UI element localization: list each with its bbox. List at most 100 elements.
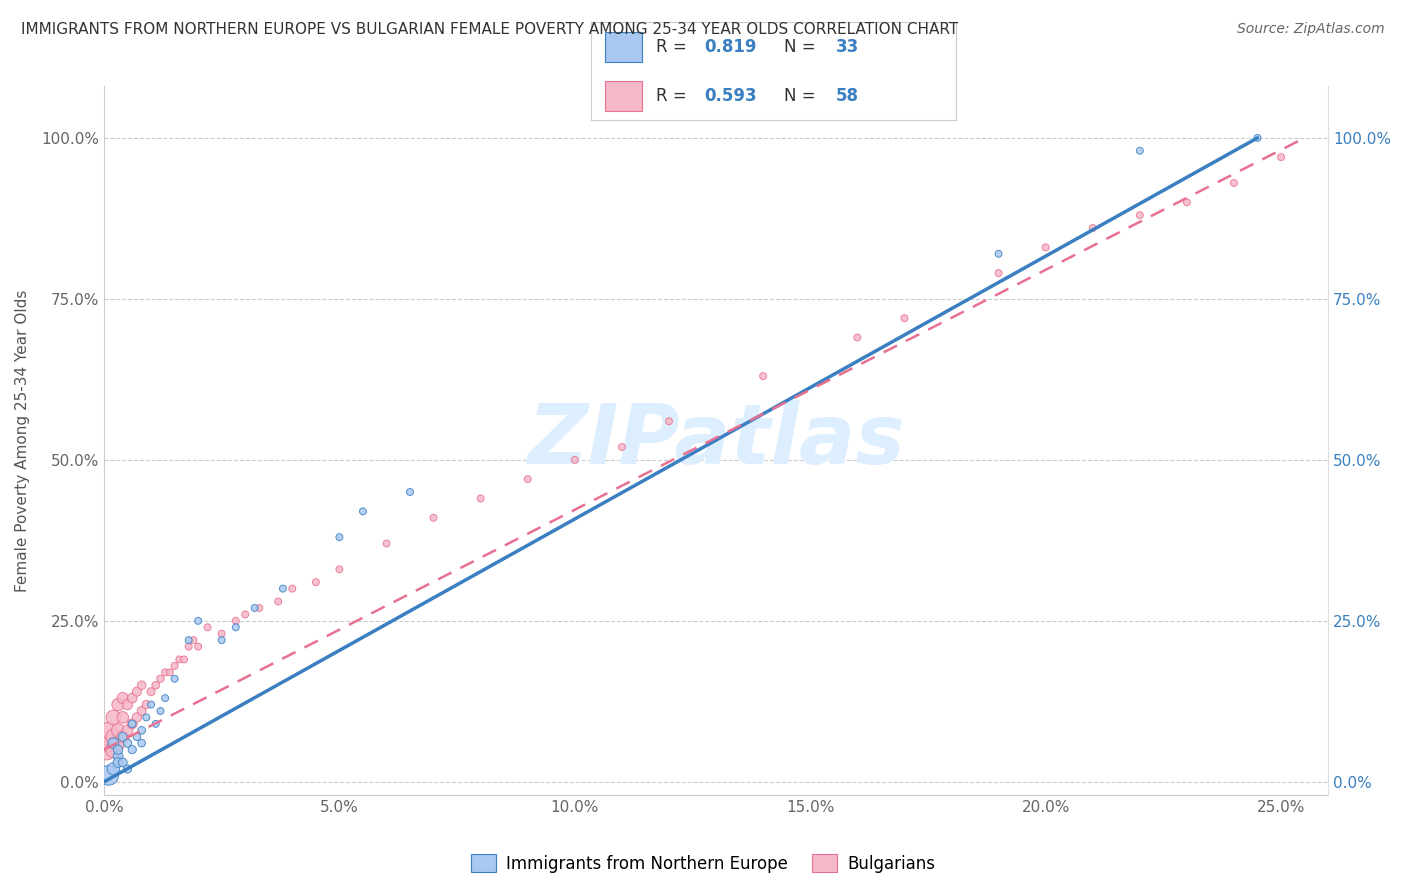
Point — [328, 562, 350, 576]
Point — [267, 594, 290, 608]
Text: 58: 58 — [835, 87, 859, 105]
Point — [1270, 150, 1292, 164]
Point — [281, 582, 304, 596]
Point — [225, 620, 247, 634]
Point — [153, 665, 176, 680]
Point — [177, 633, 200, 648]
Point — [111, 730, 134, 744]
Point — [271, 582, 294, 596]
Text: 33: 33 — [835, 37, 859, 56]
Point — [564, 453, 586, 467]
Point — [243, 601, 266, 615]
Point — [610, 440, 633, 454]
Point — [516, 472, 538, 486]
Point — [211, 626, 233, 640]
Point — [131, 678, 153, 692]
Point — [103, 762, 125, 776]
Point — [111, 710, 134, 724]
Text: ZIPatlas: ZIPatlas — [527, 400, 905, 481]
Point — [987, 266, 1010, 280]
Bar — [605, 32, 641, 62]
Point — [97, 723, 120, 738]
Bar — [605, 81, 641, 111]
Point — [163, 659, 186, 673]
Point — [107, 698, 129, 712]
Point — [173, 652, 195, 666]
Point — [893, 311, 915, 326]
Point — [107, 756, 129, 770]
Point — [145, 678, 167, 692]
Point — [121, 717, 143, 731]
Point — [987, 247, 1010, 261]
Point — [125, 710, 148, 724]
Text: 0.819: 0.819 — [704, 37, 756, 56]
Point — [131, 704, 153, 718]
Point — [187, 614, 209, 628]
Point — [131, 723, 153, 738]
Point — [121, 691, 143, 706]
Point — [159, 665, 181, 680]
Point — [1081, 221, 1104, 235]
Point — [1129, 144, 1152, 158]
Point — [163, 672, 186, 686]
Point — [153, 691, 176, 706]
Point — [399, 485, 422, 500]
Point — [422, 510, 444, 524]
Point — [211, 633, 233, 648]
Point — [117, 723, 139, 738]
Point — [135, 710, 157, 724]
Text: 0.593: 0.593 — [704, 87, 756, 105]
Point — [131, 736, 153, 750]
Point — [111, 730, 134, 744]
Point — [103, 710, 125, 724]
Point — [1129, 208, 1152, 222]
Point — [103, 742, 125, 756]
Point — [111, 756, 134, 770]
Point — [117, 762, 139, 776]
Point — [352, 504, 374, 518]
Point — [139, 684, 162, 698]
Point — [183, 633, 205, 648]
Point — [328, 530, 350, 544]
Point — [107, 723, 129, 738]
Point — [121, 717, 143, 731]
Point — [305, 575, 328, 590]
Point — [145, 717, 167, 731]
Point — [1175, 195, 1198, 210]
Point — [149, 704, 172, 718]
Point — [121, 742, 143, 756]
Point — [107, 742, 129, 756]
Point — [1246, 131, 1268, 145]
Text: Source: ZipAtlas.com: Source: ZipAtlas.com — [1237, 22, 1385, 37]
Text: N =: N = — [785, 37, 821, 56]
Point — [103, 730, 125, 744]
Point — [107, 736, 129, 750]
Point — [149, 672, 172, 686]
Text: R =: R = — [657, 37, 692, 56]
Y-axis label: Female Poverty Among 25-34 Year Olds: Female Poverty Among 25-34 Year Olds — [15, 289, 30, 591]
Point — [125, 684, 148, 698]
Point — [117, 698, 139, 712]
Point — [125, 730, 148, 744]
Point — [169, 652, 191, 666]
Point — [197, 620, 219, 634]
Point — [187, 640, 209, 654]
Legend: Immigrants from Northern Europe, Bulgarians: Immigrants from Northern Europe, Bulgari… — [464, 847, 942, 880]
Point — [375, 536, 398, 550]
Point — [233, 607, 256, 622]
Point — [247, 601, 270, 615]
Text: IMMIGRANTS FROM NORTHERN EUROPE VS BULGARIAN FEMALE POVERTY AMONG 25-34 YEAR OLD: IMMIGRANTS FROM NORTHERN EUROPE VS BULGA… — [21, 22, 959, 37]
Point — [1223, 176, 1246, 190]
Point — [97, 768, 120, 782]
Point — [111, 691, 134, 706]
Point — [752, 369, 775, 384]
Text: R =: R = — [657, 87, 692, 105]
Point — [846, 330, 869, 344]
Point — [97, 736, 120, 750]
Point — [135, 698, 157, 712]
Point — [177, 640, 200, 654]
Point — [1035, 240, 1057, 254]
Point — [96, 742, 118, 756]
Point — [103, 736, 125, 750]
Point — [107, 749, 129, 764]
